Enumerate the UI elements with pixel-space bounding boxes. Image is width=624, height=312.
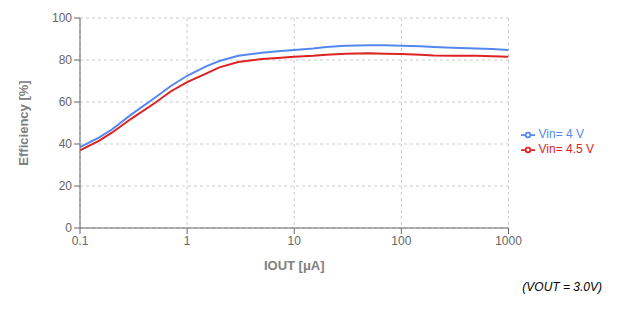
svg-text:1: 1 [184, 234, 191, 248]
svg-text:60: 60 [59, 95, 73, 109]
svg-text:IOUT [μA]: IOUT [μA] [264, 258, 325, 273]
svg-text:10: 10 [288, 234, 302, 248]
svg-text:0: 0 [65, 221, 72, 235]
svg-text:80: 80 [59, 53, 73, 67]
svg-text:100: 100 [52, 11, 72, 25]
svg-text:40: 40 [59, 137, 73, 151]
svg-text:20: 20 [59, 179, 73, 193]
svg-text:0.1: 0.1 [72, 234, 89, 248]
html-text:(VOUT = 3.0V): (VOUT = 3.0V) [522, 280, 602, 294]
svg-text:Efficiency [%]: Efficiency [%] [16, 80, 31, 165]
svg-text:100: 100 [391, 234, 411, 248]
html-text:Vin= 4.5 V: Vin= 4.5 V [538, 142, 594, 156]
html-text:Vin= 4 V: Vin= 4 V [538, 127, 584, 142]
svg-text:1000: 1000 [495, 234, 522, 248]
